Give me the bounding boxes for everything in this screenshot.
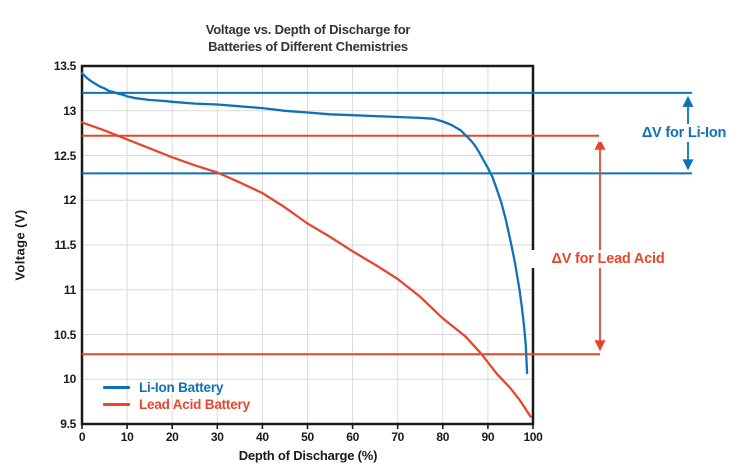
plot-border bbox=[80, 64, 535, 426]
x-tick-label: 10 bbox=[120, 430, 134, 444]
chart-title: Voltage vs. Depth of Discharge for Batte… bbox=[82, 22, 534, 55]
x-tick-label: 30 bbox=[210, 430, 224, 444]
y-tick-label: 9.5 bbox=[60, 417, 76, 431]
y-tick-label: 10 bbox=[63, 372, 76, 387]
legend: Li-Ion Battery Lead Acid Battery bbox=[103, 379, 250, 413]
x-tick-label: 100 bbox=[523, 430, 543, 444]
legend-label-li-ion: Li-Ion Battery bbox=[139, 380, 224, 395]
delta-v-lead-acid-arrow-down-arrowhead bbox=[594, 340, 606, 352]
delta-v-li-ion-annotation: ΔV for Li-Ion bbox=[599, 124, 755, 142]
delta-v-lead-acid-arrow-up-arrowhead bbox=[594, 138, 606, 150]
y-tick-label: 13.5 bbox=[53, 59, 76, 73]
x-tick-label: 90 bbox=[481, 430, 495, 444]
y-tick-label: 11.5 bbox=[54, 238, 77, 252]
legend-item-li-ion: Li-Ion Battery bbox=[103, 379, 250, 396]
lead-acid-line-swatch bbox=[103, 403, 130, 406]
chart-title-line1: Voltage vs. Depth of Discharge for bbox=[205, 22, 411, 37]
y-tick-label: 11 bbox=[63, 282, 76, 297]
y-tick-label: 13 bbox=[63, 103, 76, 118]
x-axis-label: Depth of Discharge (%) bbox=[238, 448, 378, 463]
delta-v-li-ion-arrow-up-arrowhead bbox=[682, 95, 694, 107]
legend-label-lead-acid: Lead Acid Battery bbox=[139, 397, 250, 412]
li-ion-line-swatch bbox=[103, 386, 130, 389]
x-tick-label: 50 bbox=[301, 430, 314, 444]
y-tick-label: 10.5 bbox=[53, 327, 76, 342]
x-tick-label: 20 bbox=[165, 430, 179, 444]
y-tick-label: 12 bbox=[63, 193, 76, 208]
y-axis-label: Voltage (V) bbox=[12, 209, 28, 281]
chart-title-line2: Batteries of Different Chemistries bbox=[208, 38, 408, 54]
delta-v-li-ion-arrow-down-arrowhead bbox=[682, 159, 694, 171]
x-tick-label: 70 bbox=[391, 430, 405, 444]
x-tick-label: 0 bbox=[78, 430, 86, 444]
legend-item-lead-acid: Lead Acid Battery bbox=[103, 396, 250, 413]
x-tick-label: 80 bbox=[436, 430, 450, 444]
lead-acid-battery-curve bbox=[80, 121, 532, 418]
x-tick-label: 60 bbox=[346, 430, 359, 444]
delta-v-lead-acid-annotation: ΔV for Lead Acid bbox=[523, 250, 693, 268]
x-tick-label: 40 bbox=[256, 430, 269, 444]
y-tick-label: 12.5 bbox=[53, 148, 76, 163]
li-ion-battery-curve bbox=[80, 72, 529, 375]
